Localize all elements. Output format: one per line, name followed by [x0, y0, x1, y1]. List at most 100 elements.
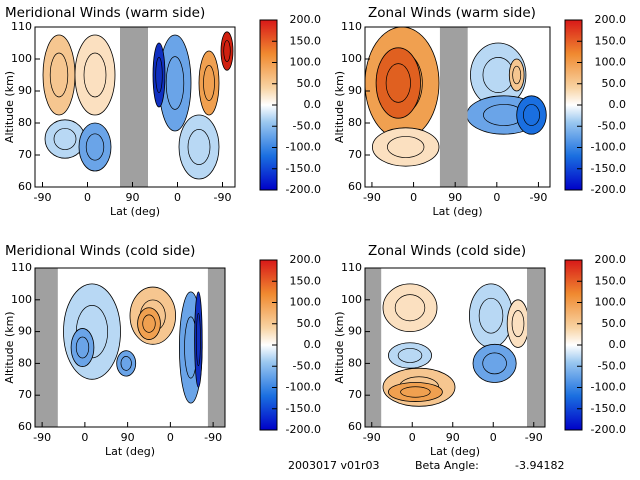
- y-tick-label: 90: [18, 84, 32, 97]
- chart-title: Zonal Winds (warm side): [368, 5, 536, 21]
- contour-region: [42, 34, 76, 116]
- x-tick-label: -90: [525, 431, 543, 444]
- contour-line: [155, 57, 163, 93]
- chart-title: Meridional Winds (cold side): [5, 243, 195, 259]
- missing-data: [439, 27, 468, 187]
- x-tick-label: 90: [126, 191, 140, 204]
- y-axis-label: Altitude (km): [333, 71, 346, 143]
- plot-frame: [34, 26, 236, 188]
- contour-line: [53, 128, 77, 150]
- colorbar-tick-label: 200.0: [290, 13, 322, 26]
- contour-line: [397, 348, 423, 363]
- y-tick-label: 110: [341, 261, 362, 274]
- x-tick-label: 0: [409, 431, 416, 444]
- y-tick-label: 70: [18, 148, 32, 161]
- y-tick-label: 90: [348, 84, 362, 97]
- x-tick-label: -90: [214, 191, 232, 204]
- contour-line: [142, 314, 156, 333]
- contour-region: [508, 58, 525, 92]
- colorbar-tick-label: 50.0: [297, 77, 322, 90]
- colorbar-tick-label: -150.0: [286, 162, 321, 175]
- contour-field: [365, 27, 547, 187]
- contour-region: [472, 343, 517, 383]
- colorbar-tick-label: 0.0: [304, 98, 322, 111]
- contour-line: [195, 312, 201, 367]
- contour-line: [120, 356, 132, 371]
- contour-line: [85, 133, 105, 161]
- contour-region: [387, 342, 432, 369]
- x-tick-label: 90: [121, 431, 135, 444]
- colorbar-tick-label: -200.0: [591, 423, 626, 436]
- contour-line: [223, 40, 231, 62]
- contour-line: [385, 63, 411, 103]
- colorbar-tick-label: 100.0: [595, 56, 627, 69]
- y-tick-label: 80: [348, 356, 362, 369]
- y-tick-label: 60: [18, 180, 32, 193]
- contour-line: [482, 352, 507, 375]
- y-tick-label: 70: [348, 388, 362, 401]
- y-tick-label: 80: [18, 116, 32, 129]
- colorbar-tick-label: -150.0: [591, 162, 626, 175]
- contour-line: [165, 56, 185, 110]
- contour-region: [468, 283, 513, 348]
- colorbar-tick-label: 150.0: [595, 34, 627, 47]
- colorbar-tick-label: 0.0: [609, 338, 627, 351]
- x-tick-label: 90: [446, 431, 460, 444]
- contour-region: [220, 31, 234, 71]
- y-axis-label: Altitude (km): [3, 71, 16, 143]
- contour-region: [194, 291, 203, 388]
- colorbar-tick-label: 50.0: [602, 77, 627, 90]
- contour-line: [75, 336, 90, 359]
- contour-line: [187, 129, 211, 165]
- x-tick-label: -90: [363, 431, 381, 444]
- colorbar-tick-label: -100.0: [286, 141, 321, 154]
- contour-region: [137, 307, 161, 340]
- contour-line: [49, 52, 69, 98]
- footer-beta-value: -3.94182: [515, 459, 564, 472]
- missing-data: [527, 268, 545, 427]
- colorbar-tick-label: 200.0: [290, 253, 322, 266]
- colorbar-tick-label: 150.0: [290, 34, 322, 47]
- contour-region: [70, 328, 95, 367]
- contour-field: [42, 27, 234, 187]
- y-tick-label: 90: [18, 325, 32, 338]
- x-tick-label: -90: [363, 191, 381, 204]
- colorbar-tick-label: 150.0: [595, 274, 627, 287]
- x-axis-label: Lat (deg): [110, 205, 160, 218]
- colorbar-tick-label: -100.0: [591, 141, 626, 154]
- x-tick-label: -90: [34, 191, 52, 204]
- contour-line: [512, 65, 522, 85]
- x-tick-label: -90: [529, 191, 547, 204]
- contour-line: [83, 52, 107, 98]
- colorbar-tick-label: -150.0: [591, 402, 626, 415]
- contour-region: [387, 382, 443, 402]
- colorbar-tick-label: 150.0: [290, 274, 322, 287]
- x-tick-label: -90: [204, 431, 222, 444]
- colorbar-tick-label: 0.0: [304, 338, 322, 351]
- missing-data: [207, 268, 225, 427]
- colorbar-tick-label: 0.0: [609, 98, 627, 111]
- plot-frame: [364, 26, 551, 188]
- contour-region: [506, 299, 530, 348]
- colorbar-tick-label: 100.0: [290, 56, 322, 69]
- y-tick-label: 100: [11, 52, 32, 65]
- x-axis-label: Lat (deg): [430, 445, 480, 458]
- y-tick-label: 100: [341, 52, 362, 65]
- missing-data: [365, 268, 382, 427]
- x-tick-label: 0: [493, 191, 500, 204]
- y-tick-label: 70: [348, 148, 362, 161]
- contour-line: [394, 294, 426, 322]
- contour-field: [35, 268, 225, 427]
- contour-line: [203, 65, 215, 101]
- colorbar-tick-label: -100.0: [591, 381, 626, 394]
- contour-region: [516, 95, 547, 135]
- contour-region: [372, 127, 440, 167]
- colorbar-tick-label: 100.0: [595, 296, 627, 309]
- plot-frame: [34, 267, 226, 428]
- x-axis-label: Lat (deg): [433, 205, 483, 218]
- y-tick-label: 70: [18, 388, 32, 401]
- x-tick-label: 0: [490, 431, 497, 444]
- y-tick-label: 60: [348, 420, 362, 433]
- x-tick-label: 0: [174, 191, 181, 204]
